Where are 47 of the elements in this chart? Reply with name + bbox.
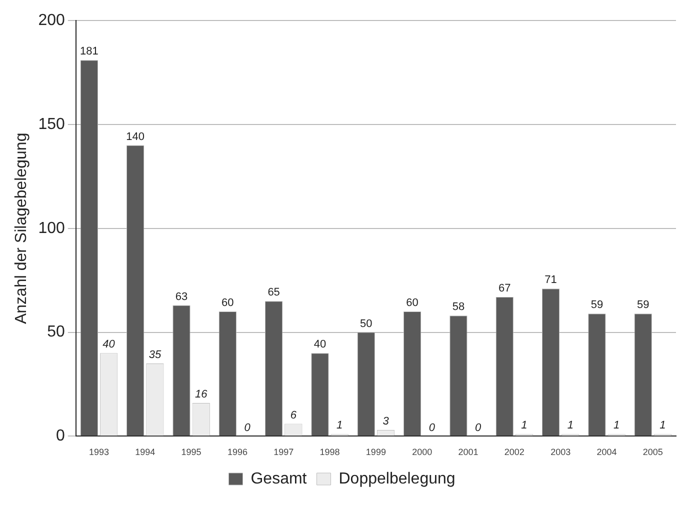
data-label: 181	[80, 46, 98, 58]
x-tick-label: 1996	[227, 447, 248, 458]
data-label: 59	[636, 299, 650, 312]
data-label: 0	[244, 422, 252, 434]
data-label: 59	[590, 299, 604, 312]
legend-label: Gesamt	[250, 470, 308, 488]
data-label: 60	[406, 297, 418, 310]
x-tick-label: 2003	[550, 447, 571, 458]
data-label: 60	[222, 297, 234, 310]
x-tick-label: 2002	[504, 447, 524, 458]
data-label: 1	[660, 420, 666, 432]
data-label: 71	[544, 274, 557, 286]
y-tick-label: 50	[47, 324, 65, 341]
data-label: 6	[290, 409, 298, 422]
data-label: 16	[194, 388, 208, 401]
legend-label: Doppelbelegung	[338, 470, 456, 488]
data-label: 3	[382, 416, 390, 428]
data-label: 140	[126, 130, 145, 143]
x-tick-label: 1999	[366, 447, 386, 458]
x-tick-label: 1998	[320, 447, 340, 458]
x-tick-label: 1995	[181, 447, 202, 458]
y-tick-label: 0	[56, 428, 65, 445]
data-label: 0	[475, 422, 482, 434]
data-label: 65	[268, 286, 280, 299]
x-tick-label: 2004	[596, 447, 617, 458]
data-label: 35	[148, 349, 162, 362]
data-label: 67	[498, 282, 511, 295]
data-label: 1	[336, 420, 343, 432]
data-label: 1	[614, 420, 620, 432]
y-tick-label: 100	[38, 220, 65, 237]
data-label: 40	[102, 338, 116, 351]
data-label: 40	[314, 338, 326, 351]
data-label: 1	[567, 420, 574, 432]
x-tick-label: 1997	[274, 447, 294, 458]
data-label: 1	[521, 420, 528, 432]
x-tick-label: 1993	[88, 447, 109, 458]
data-label: 50	[360, 318, 372, 330]
y-axis-title: Anzahl der Silagebelegung	[13, 132, 30, 324]
y-tick-label: 200	[38, 12, 65, 30]
data-label: 58	[452, 301, 465, 314]
data-label: 63	[175, 290, 188, 303]
y-tick-label: 150	[38, 116, 65, 133]
x-tick-label: 2001	[458, 447, 478, 458]
x-tick-label: 1994	[135, 447, 156, 458]
x-tick-label: 2005	[642, 447, 663, 458]
x-tick-label: 2000	[412, 447, 432, 458]
data-label: 0	[428, 422, 436, 434]
